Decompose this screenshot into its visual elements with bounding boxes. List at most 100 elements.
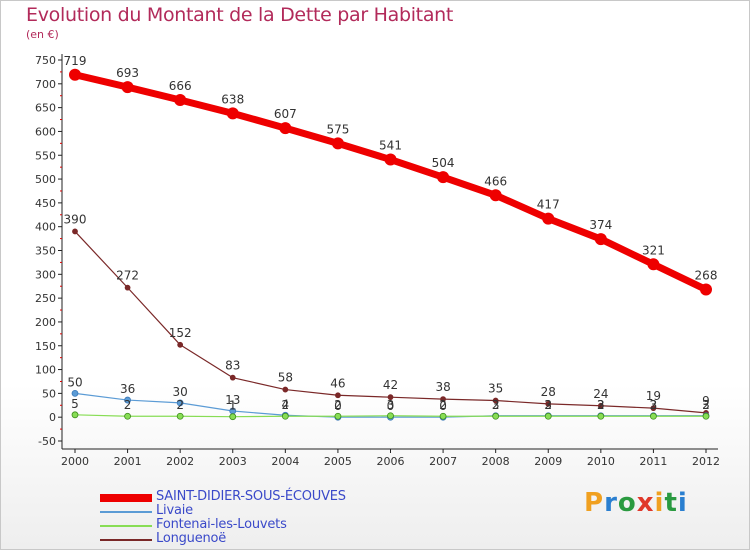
data-point [174,94,187,107]
data-point [121,81,134,94]
y-tick-label: 700 [35,78,56,91]
data-point [229,413,237,421]
data-point [489,189,502,202]
data-label: 666 [169,79,192,93]
data-label: 417 [537,198,560,212]
data-point [702,412,710,420]
y-tick-label: -50 [38,435,56,448]
data-point [176,399,184,407]
data-point [594,233,607,246]
x-tick-label: 2012 [692,455,720,468]
y-tick-label: 100 [35,364,56,377]
x-tick-label: 2001 [114,455,142,468]
data-point [71,411,79,419]
data-label: 541 [379,139,402,153]
chart-unit-label: (en €) [26,28,59,41]
y-tick-label: 300 [35,268,56,281]
legend-swatch [100,539,152,541]
x-tick-label: 2003 [219,455,247,468]
legend-label: SAINT-DIDIER-SOUS-ÉCOUVES [156,489,346,504]
data-label: 2 [334,398,342,412]
data-label: 638 [221,92,244,106]
data-label: 42 [383,378,398,392]
data-point [124,284,131,291]
data-label: 2 [650,398,658,412]
x-tick-label: 2000 [61,455,89,468]
logo-letter: o [617,488,637,518]
y-tick-label: 750 [35,54,56,67]
data-label: 2 [597,398,605,412]
legend-swatch [100,494,152,502]
data-label: 38 [435,380,450,394]
data-label: 3 [702,398,710,412]
data-label: 268 [695,269,718,283]
data-point [384,153,397,166]
logo-letter: i [654,488,665,518]
data-point [334,412,342,420]
legend-swatch [100,511,152,513]
chart-series [69,68,712,421]
data-label: 607 [274,107,297,121]
data-label: 3 [597,398,605,412]
legend-swatch [100,525,152,527]
data-label: 719 [64,54,87,68]
series-line [71,71,710,294]
logo-letter: P [584,488,605,518]
y-tick-label: 550 [35,149,56,162]
x-tick-label: 2004 [271,455,299,468]
data-label: 693 [116,66,139,80]
data-label: 2 [439,398,447,412]
x-tick-label: 2010 [587,455,615,468]
chart-title: Evolution du Montant de la Dette par Hab… [26,4,454,26]
data-point [542,212,555,225]
x-tick-label: 2007 [429,455,457,468]
data-point [597,402,604,409]
data-point [650,412,657,420]
data-point [279,122,292,135]
data-point [124,396,131,404]
logo-letter: r [604,488,618,518]
logo-letter: i [677,488,688,518]
data-label: 0 [387,399,395,413]
data-label: 28 [541,385,556,399]
data-label: 152 [169,326,192,340]
data-point [124,412,131,420]
data-label: 0 [334,399,342,413]
data-label: 0 [439,399,447,413]
data-point [437,171,450,184]
x-tick-label: 2009 [534,455,562,468]
y-tick-label: 650 [35,102,56,115]
y-tick-label: 600 [35,125,56,138]
data-label: 3 [544,398,552,412]
legend-label: Livaie [156,503,193,518]
x-tick-label: 2006 [377,455,405,468]
logo-letter: x [636,488,655,518]
data-point [71,389,79,397]
data-point [226,107,239,120]
data-label: 1 [229,399,237,413]
data-point [281,412,289,420]
y-tick-label: 250 [35,292,56,305]
data-label: 3 [492,398,500,412]
x-tick-label: 2002 [166,455,194,468]
y-tick-label: 450 [35,197,56,210]
data-point [72,228,78,235]
data-label: 390 [64,212,87,226]
data-label: 321 [642,243,665,257]
data-label: 2 [282,398,290,412]
data-label: 58 [278,371,293,385]
data-point [177,341,184,348]
data-point [387,394,394,401]
data-label: 83 [225,359,240,373]
data-label: 50 [67,375,82,389]
data-label: 13 [225,393,240,407]
x-tick-label: 2005 [324,455,352,468]
data-label: 504 [432,156,455,170]
y-tick-label: 400 [35,221,56,234]
data-point [69,68,81,81]
data-label: 24 [593,387,608,401]
data-label: 2 [176,398,184,412]
x-tick-label: 2011 [639,455,667,468]
chart-axes: -500501001502002503003504004505005506006… [35,54,720,468]
